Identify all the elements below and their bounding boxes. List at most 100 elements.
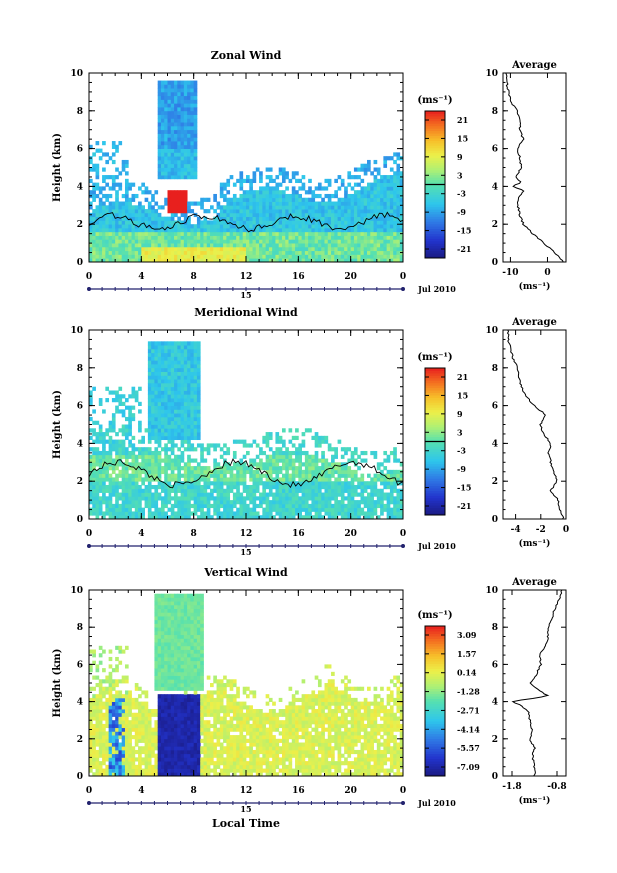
heatmap-cell	[265, 239, 270, 244]
heatmap-cell	[370, 235, 374, 240]
heatmap-cell	[157, 496, 162, 501]
heatmap-cell	[154, 382, 159, 388]
heatmap-cell	[311, 235, 316, 240]
heatmap-cell	[92, 250, 96, 255]
heatmap-cell	[131, 243, 136, 248]
heatmap-cell	[177, 348, 181, 354]
heatmap-cell	[102, 205, 106, 210]
heatmap-cell	[324, 507, 329, 512]
heatmap-cell	[213, 458, 217, 463]
heatmap-cell	[157, 409, 162, 414]
heatmap-cell	[288, 439, 293, 444]
heatmap-cell	[190, 110, 195, 115]
heatmap-cell	[347, 201, 352, 206]
heatmap-cell	[92, 701, 96, 706]
heatmap-cell	[134, 515, 139, 520]
heatmap-cell	[363, 496, 368, 501]
heatmap-cell	[144, 239, 149, 244]
heatmap-cell	[167, 144, 172, 149]
heatmap-cell	[157, 424, 162, 429]
heatmap-cell	[124, 435, 129, 441]
heatmap-cell	[389, 186, 394, 191]
heatmap-cell	[174, 224, 178, 229]
heatmap-cell	[380, 212, 384, 218]
heatmap-cell	[177, 390, 181, 395]
heatmap-cell	[174, 443, 178, 448]
heatmap-cell	[380, 246, 384, 252]
heatmap-cell	[373, 254, 378, 259]
heatmap-cell	[239, 201, 244, 206]
heatmap-cell	[105, 250, 110, 255]
heatmap-cell	[200, 511, 204, 516]
heatmap-cell	[347, 182, 352, 187]
heatmap-cell	[108, 492, 113, 497]
heatmap-cell	[170, 375, 175, 380]
heatmap-cell	[167, 91, 172, 97]
heatmap-cell	[393, 454, 397, 459]
heatmap-cell	[380, 186, 384, 191]
heatmap-cell	[393, 201, 397, 206]
heatmap-cell	[196, 382, 201, 388]
heatmap-cell	[157, 175, 162, 180]
heatmap-cell	[164, 235, 168, 240]
heatmap-cell	[170, 107, 175, 112]
heatmap-cell	[285, 171, 289, 176]
heatmap-cell	[89, 390, 93, 395]
heatmap-cell	[95, 477, 100, 482]
heatmap-cell	[278, 258, 283, 263]
heatmap-cell	[396, 212, 401, 218]
heatmap-cell	[380, 500, 384, 505]
heatmap-cell	[226, 488, 231, 493]
heatmap-cell	[350, 227, 355, 233]
heatmap-cell	[353, 209, 358, 214]
y-tick-label: 0	[77, 515, 83, 525]
heatmap-cell	[167, 156, 172, 161]
heatmap-cell	[281, 209, 286, 214]
heatmap-cell	[170, 352, 175, 357]
heatmap-cell	[138, 231, 142, 236]
heatmap-cell	[295, 224, 299, 229]
heatmap-cell	[399, 224, 404, 229]
heatmap-cell	[102, 458, 106, 463]
heatmap-cell	[89, 401, 93, 406]
heatmap-cell	[115, 496, 119, 501]
heatmap-cell	[353, 503, 358, 509]
heatmap-cell	[95, 254, 100, 259]
heatmap-cell	[308, 454, 312, 459]
heatmap-cell	[308, 231, 312, 236]
heatmap-cell	[187, 345, 191, 350]
heatmap-cell	[331, 458, 335, 463]
heatmap-cell	[164, 458, 168, 463]
heatmap-cell	[193, 239, 198, 244]
heatmap-cell	[239, 503, 244, 509]
heatmap-cell	[314, 243, 319, 248]
heatmap-cell	[105, 432, 110, 437]
heatmap-cell	[164, 137, 168, 142]
heatmap-cell	[157, 80, 162, 85]
heatmap-cell	[164, 416, 168, 422]
heatmap-cell	[183, 413, 188, 418]
heatmap-cell	[301, 175, 306, 180]
heatmap-cell	[252, 507, 257, 512]
average-x-tick-label: 0	[563, 525, 569, 535]
heatmap-cell	[141, 462, 145, 467]
heatmap-cell	[180, 398, 185, 403]
heatmap-cell	[124, 458, 129, 463]
heatmap-cell	[141, 511, 145, 516]
heatmap-cell	[147, 201, 152, 206]
heatmap-cell	[295, 190, 299, 195]
heatmap-cell	[154, 258, 159, 263]
heatmap-cell	[232, 466, 237, 471]
heatmap-cell	[350, 492, 355, 497]
heatmap-cell	[160, 235, 165, 240]
heatmap-cell	[95, 141, 100, 146]
heatmap-cell	[193, 371, 198, 376]
heatmap-cell	[111, 254, 116, 259]
heatmap-cell	[236, 469, 240, 475]
heatmap-cell	[380, 503, 384, 509]
heatmap-cell	[262, 235, 267, 240]
heatmap-cell	[134, 454, 139, 459]
heatmap-cell	[200, 201, 204, 206]
heatmap-cell	[141, 224, 145, 229]
heatmap-cell	[275, 450, 280, 456]
